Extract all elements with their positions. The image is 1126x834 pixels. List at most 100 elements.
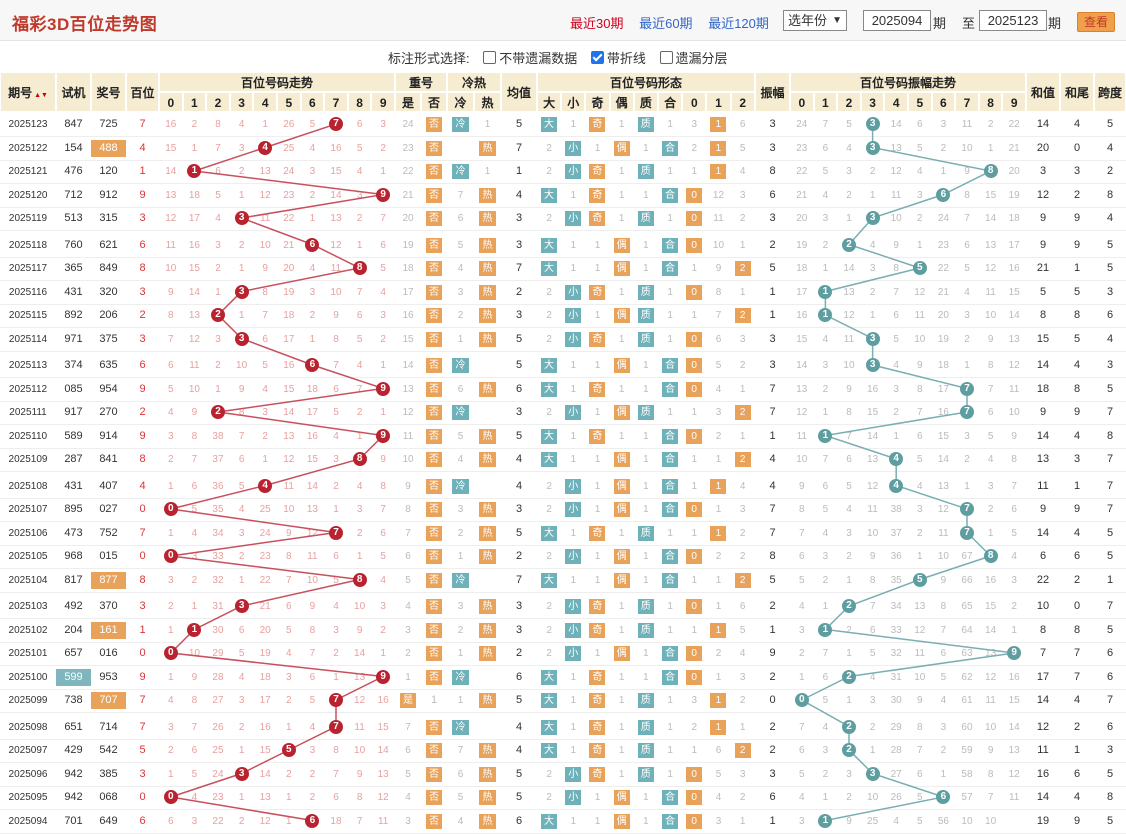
amp-miss: 20 (796, 213, 808, 224)
amp-ball: 8 (983, 164, 998, 178)
trend-miss: 1 (333, 504, 339, 515)
option-no-miss[interactable]: 不带遗漏数据 (483, 51, 577, 66)
col-repeat-no: 否 (421, 92, 447, 112)
cold-miss: 6 (457, 768, 464, 780)
form-prime-miss: 1 (643, 239, 649, 251)
form-r-miss: 7 (715, 310, 722, 321)
col-trend-digit: 1 (182, 92, 207, 112)
trend-miss: 4 (168, 695, 174, 706)
form-even-miss: 1 (618, 166, 625, 177)
form-r-miss: 3 (739, 768, 746, 780)
trend-miss: 2 (238, 815, 245, 827)
query-button[interactable]: 查看 (1077, 12, 1115, 32)
amp-miss: 11 (985, 286, 996, 298)
link-last-60[interactable]: 最近60期 (639, 16, 693, 31)
form-prime-miss: 1 (643, 504, 649, 515)
amp-miss: 13 (843, 286, 855, 298)
amp-miss: 3 (846, 527, 852, 539)
row-prize: 315 (99, 212, 118, 224)
repeat-no-tag: 否 (426, 428, 442, 444)
trend-miss: 1 (380, 407, 386, 418)
hot-tag: 热 (479, 452, 496, 467)
amp-miss: 9 (917, 360, 923, 371)
amp-miss: 4 (869, 671, 876, 683)
row-sum: 14 (1036, 526, 1050, 539)
amp-ball: 5 (912, 261, 927, 275)
amp-miss: 1 (846, 695, 852, 706)
row-issue: 2025103 (8, 601, 48, 612)
checkbox-icon[interactable] (659, 51, 673, 64)
row-prize: 375 (99, 332, 118, 345)
amp-miss: 14 (985, 213, 997, 224)
repeat-miss: 5 (405, 768, 411, 780)
amp-miss: 26 (890, 792, 902, 803)
trend-miss: 4 (215, 213, 221, 224)
form-big-tag: 大 (541, 261, 557, 276)
form-big-miss: 2 (546, 792, 552, 803)
amp-ball: 6 (936, 187, 951, 202)
row-hundreds: 1 (139, 165, 146, 177)
option-miss-layer[interactable]: 遗漏分层 (659, 51, 728, 66)
form-prime-miss: 1 (643, 574, 649, 586)
trend-miss: 15 (188, 263, 200, 274)
checkbox-icon[interactable] (483, 51, 497, 64)
trend-miss: 1 (356, 551, 363, 562)
amp-miss: 21 (796, 189, 808, 201)
repeat-miss: 10 (402, 454, 414, 465)
link-last-30[interactable]: 最近30期 (570, 16, 624, 31)
to-issue-input[interactable]: 2025123 (979, 10, 1047, 31)
col-issue[interactable]: 期号 ▲▼ (0, 72, 56, 112)
trend-miss: 6 (333, 551, 339, 562)
form-r2-tag: 2 (734, 261, 751, 276)
trend-miss: 16 (188, 239, 200, 251)
row-trial: 942 (64, 791, 83, 803)
trend-miss: 9 (168, 286, 174, 298)
row-span: 8 (1106, 188, 1114, 201)
from-issue-input[interactable]: 2025094 (863, 10, 931, 31)
row-tail: 8 (1073, 309, 1081, 321)
amp-miss: 1 (940, 768, 947, 780)
checkbox-checked-icon[interactable] (590, 51, 604, 64)
row-span: 4 (1106, 212, 1114, 224)
amp-miss: 13 (1008, 333, 1020, 345)
table-row: 2025111 917 270 2 4 9 2 8 3 14 17 5 2 1 12 否冷 3 2 小 1 偶质 1 1 3 2… (0, 401, 1126, 425)
row-avg: 3 (515, 623, 523, 636)
trend-miss: 1 (238, 745, 245, 756)
amp-miss: 2 (940, 745, 947, 756)
amp-miss: 13 (867, 454, 879, 465)
amp-ball: 1 (818, 428, 833, 443)
trend-ball: 1 (187, 622, 202, 637)
form-small-miss: 1 (570, 430, 577, 442)
form-big-miss: 2 (546, 407, 552, 418)
col-form-odd: 奇 (585, 92, 610, 112)
form-odd-tag: 奇 (589, 164, 606, 179)
row-sum: 14 (1036, 791, 1050, 803)
form-r-miss: 2 (739, 213, 746, 224)
trend-miss: 8 (262, 286, 268, 298)
form-r-miss: 1 (691, 310, 698, 321)
amp-miss: 19 (937, 333, 949, 345)
trend-miss: 1 (238, 310, 245, 321)
row-tail: 1 (1073, 744, 1081, 756)
trend-miss: 10 (188, 648, 200, 659)
year-select[interactable]: 选年份 ▼ (783, 10, 847, 31)
trend-ball: 8 (352, 261, 367, 275)
repeat-no-tag: 否 (426, 525, 442, 541)
trend-miss: 8 (309, 624, 316, 636)
row-amp: 7 (769, 503, 776, 515)
amp-ball: 2 (842, 599, 856, 613)
amp-miss: 35 (890, 574, 902, 586)
form-odd-miss: 1 (594, 263, 601, 274)
trend-miss: 11 (354, 721, 365, 733)
option-polyline[interactable]: 带折线 (590, 51, 646, 66)
amp-miss: 2 (799, 648, 805, 659)
trend-miss: 16 (165, 119, 177, 130)
row-trial: 429 (64, 744, 83, 756)
link-last-120[interactable]: 最近120期 (708, 16, 769, 31)
row-hundreds: 1 (139, 623, 146, 636)
sort-icon[interactable]: ▲▼ (34, 92, 48, 99)
form-odd-miss: 1 (594, 360, 601, 371)
row-prize: 407 (99, 479, 118, 492)
trend-miss: 18 (306, 383, 318, 395)
hot-tag: 热 (479, 140, 496, 156)
